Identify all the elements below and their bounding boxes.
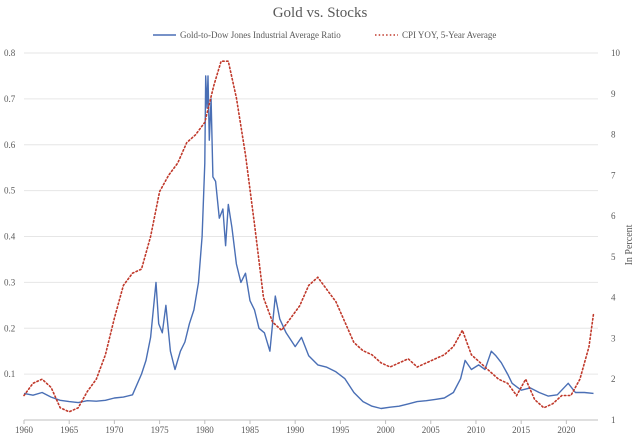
- x-tick-label-12: 2020: [557, 425, 576, 435]
- left-tick-label-5: 0.6: [4, 140, 16, 150]
- x-axis-ticks: 1960 1965 1970 1975 1980 1985 1990 1995 2000 2005…: [15, 420, 576, 435]
- right-axis-label: In Percent: [624, 224, 635, 265]
- right-tick-label-0: 1: [611, 415, 616, 425]
- series-line-cpi-5yr-average: [23, 60, 595, 413]
- legend-label-ratio: Gold-to-Dow Jones Industrial Average Rat…: [180, 30, 341, 40]
- right-tick-label-3: 4: [611, 293, 616, 303]
- x-tick-label-0: 1960: [15, 425, 34, 435]
- x-tick-label-11: 2015: [512, 425, 531, 435]
- x-tick-label-2: 1970: [105, 425, 124, 435]
- chart-title: Gold vs. Stocks: [273, 5, 368, 21]
- x-tick-label-8: 2000: [377, 425, 396, 435]
- x-tick-label-7: 1995: [331, 425, 350, 435]
- series-line-gold-dow-ratio: [23, 75, 594, 410]
- right-tick-label-9: 10: [611, 48, 621, 58]
- x-tick-label-4: 1980: [196, 425, 215, 435]
- x-tick-label-5: 1985: [241, 425, 260, 435]
- x-tick-label-9: 2005: [422, 425, 441, 435]
- left-tick-label-7: 0.8: [4, 48, 16, 58]
- left-axis-ticks: 0.1 0.2 0.3 0.4 0.5 0.6 0.7 0.8: [4, 48, 16, 379]
- right-axis-ticks: 1 2 3 4 5 6 7 8 9 10: [611, 48, 621, 425]
- left-tick-label-1: 0.2: [4, 323, 15, 333]
- x-tick-label-3: 1975: [151, 425, 170, 435]
- left-tick-label-4: 0.5: [4, 186, 16, 196]
- x-tick-label-10: 2010: [467, 425, 486, 435]
- x-tick-label-6: 1990: [286, 425, 305, 435]
- right-tick-label-4: 5: [611, 252, 616, 262]
- left-tick-label-3: 0.4: [4, 232, 16, 242]
- legend: Gold-to-Dow Jones Industrial Average Rat…: [153, 30, 496, 40]
- left-tick-label-2: 0.3: [4, 277, 16, 287]
- right-tick-label-8: 9: [611, 89, 616, 99]
- right-tick-label-2: 3: [611, 333, 616, 343]
- gridlines: [24, 52, 598, 421]
- left-tick-label-6: 0.7: [4, 94, 16, 104]
- right-tick-label-6: 7: [611, 170, 616, 180]
- x-tick-label-1: 1965: [60, 425, 79, 435]
- right-tick-label-7: 8: [611, 130, 616, 140]
- right-tick-label-1: 2: [611, 374, 616, 384]
- left-tick-label-0: 0.1: [4, 369, 15, 379]
- legend-label-cpi: CPI YOY, 5-Year Average: [402, 30, 496, 40]
- right-tick-label-5: 6: [611, 211, 616, 221]
